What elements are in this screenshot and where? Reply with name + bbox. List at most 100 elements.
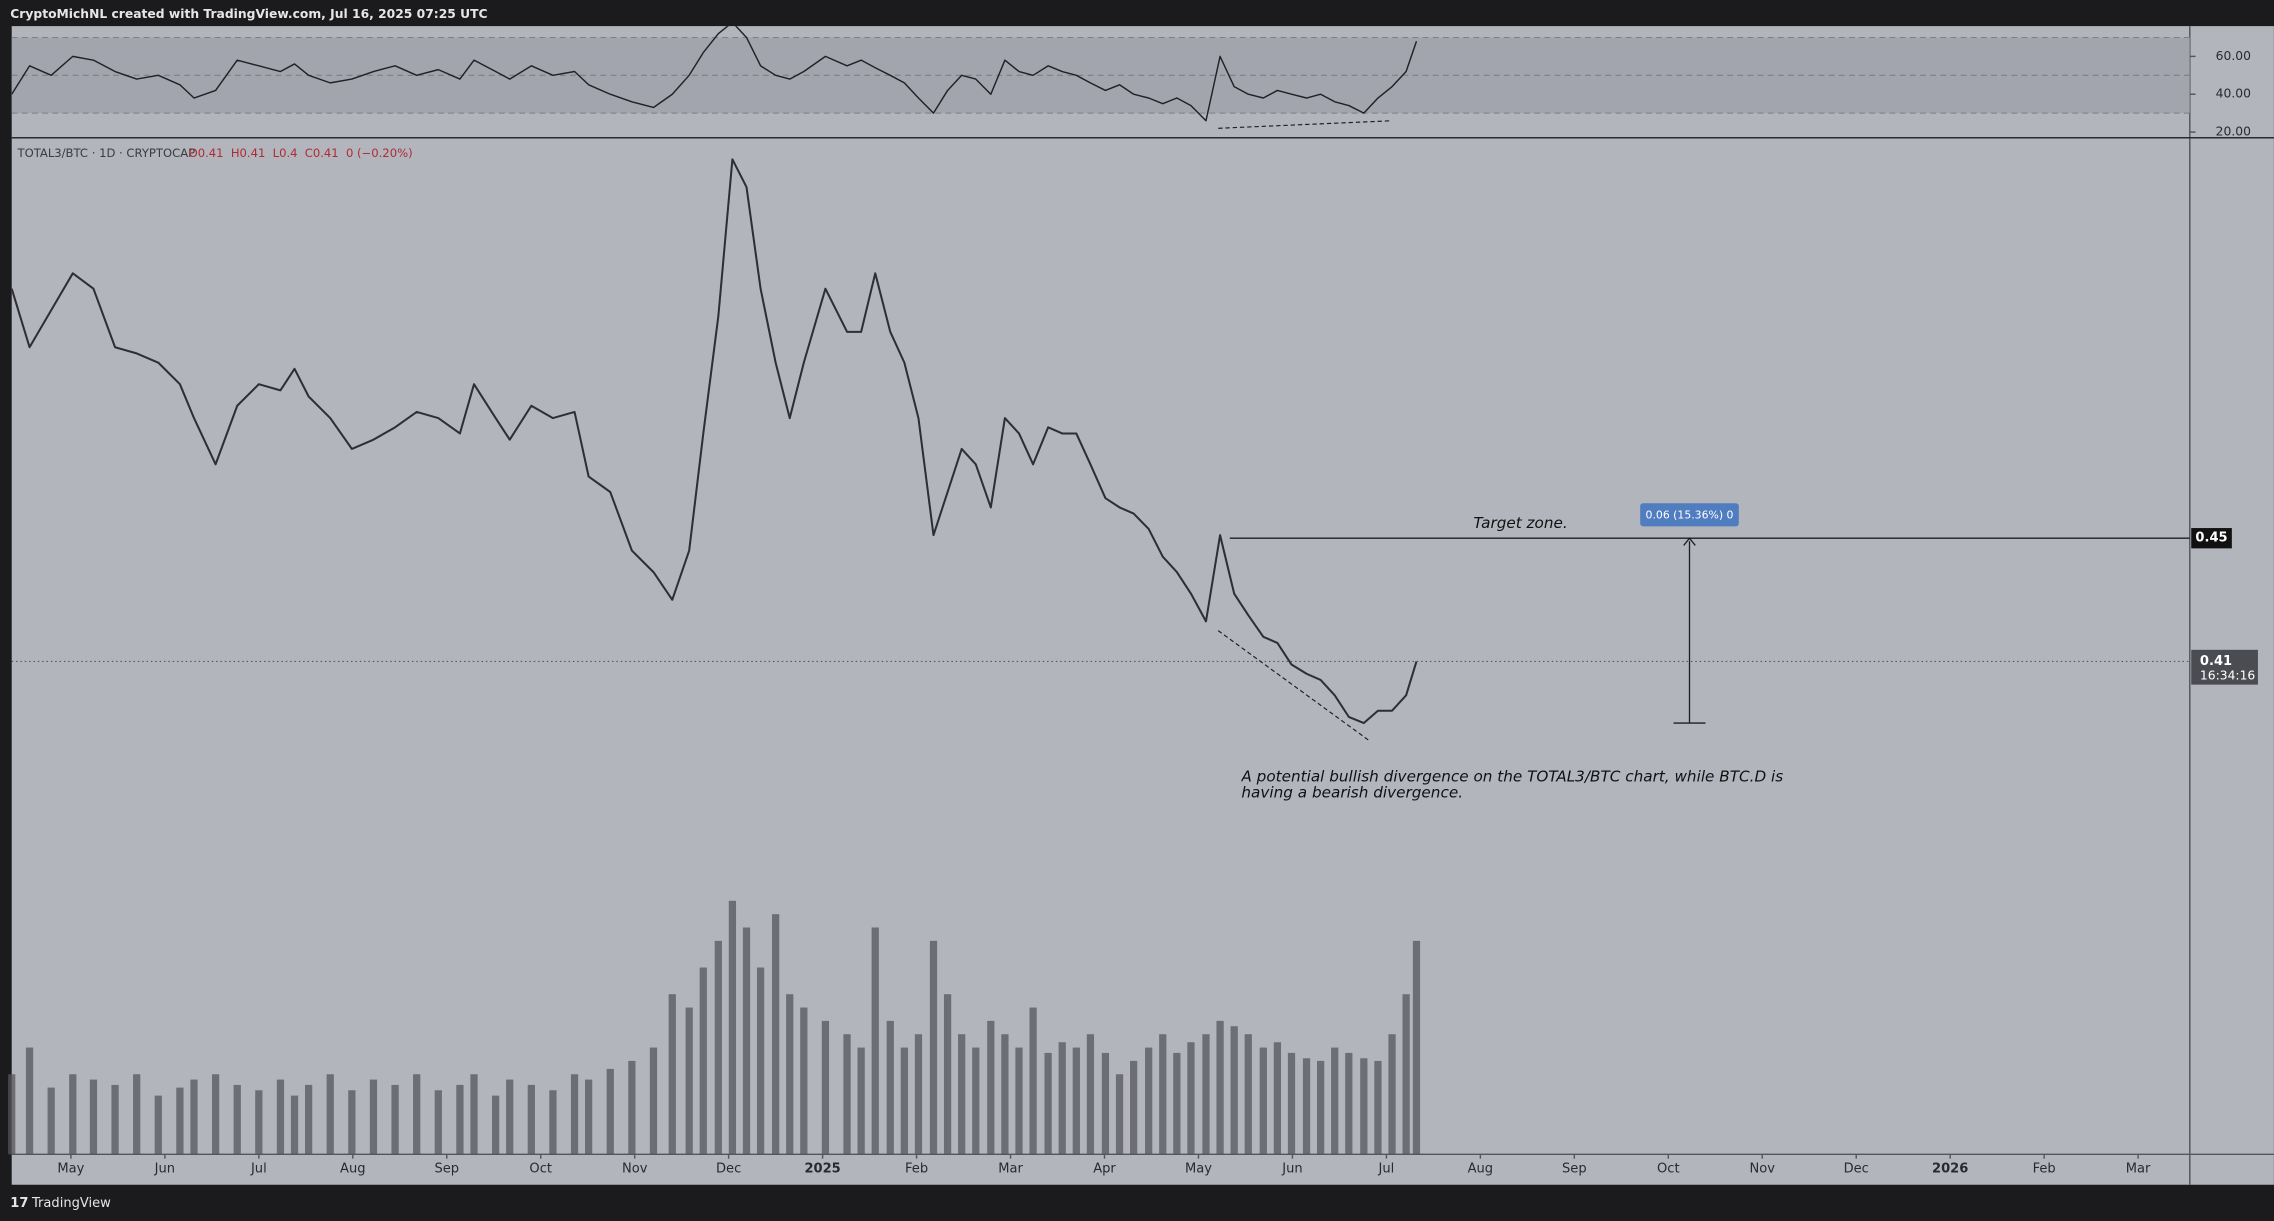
volume-bar (1216, 1020, 1224, 1155)
ohlc-value: O0.41 (189, 146, 224, 160)
price-divergence (1217, 630, 1371, 742)
volume-bar (154, 1095, 162, 1155)
y-tick-label: 20.00 (2216, 125, 2251, 139)
measure-badge (1640, 503, 1739, 527)
volume-bar (756, 967, 765, 1155)
measure-arrow (1683, 537, 1696, 546)
x-tick-label: May (1185, 1161, 1212, 1176)
volume-bar (649, 1047, 658, 1155)
volume-bar (1302, 1058, 1311, 1155)
x-tick-label: Feb (2033, 1161, 2056, 1176)
axes: 20.00 40.00 60.00 May Jun Jul Aug Sep Oct Nov Dec 2… (57, 49, 2258, 1176)
volume-bar (1086, 1034, 1095, 1155)
y-tick-label: 60.00 (2216, 49, 2251, 63)
last-price-label: 0.41 (2200, 654, 2232, 669)
volume-bar (1316, 1060, 1325, 1155)
volume-bar (1273, 1042, 1282, 1155)
countdown: 16:34:16 (2200, 668, 2255, 682)
volume-bar (25, 1047, 34, 1155)
volume-bar (728, 900, 737, 1155)
volume-bar (1374, 1060, 1382, 1155)
volume-bar (491, 1095, 500, 1155)
volume-bar (714, 940, 722, 1155)
volume-bar (1345, 1052, 1353, 1155)
note-box: A potential bullish divergence on the TO… (1241, 770, 1784, 802)
volume-bar (1360, 1058, 1368, 1155)
volume-bar (276, 1079, 285, 1155)
target-badge (2191, 528, 2232, 549)
volume-bar (8, 1074, 16, 1155)
volume-bar (1259, 1047, 1267, 1155)
volume-bar (190, 1079, 198, 1155)
volume-bar (628, 1060, 636, 1155)
volume-bar (549, 1090, 557, 1155)
x-tick-label: Sep (1562, 1161, 1587, 1176)
volume-bar (1159, 1034, 1167, 1155)
volume-bar (585, 1079, 593, 1155)
volume-bar (606, 1068, 614, 1155)
note: A potential bullish divergence on the TO… (1241, 770, 1784, 802)
volume-bar (89, 1079, 98, 1155)
volume-bar (1044, 1052, 1052, 1155)
volume-bar (413, 1074, 421, 1155)
volume-bar (1001, 1034, 1009, 1155)
x-tick-label: 2026 (1932, 1161, 1968, 1176)
volume-bar (133, 1074, 141, 1155)
x-tick-label: Aug (1468, 1161, 1493, 1176)
x-tick-label: Dec (1844, 1161, 1869, 1176)
symbol-title: TOTAL3/BTC · 1D · CRYPTOCAP (17, 146, 196, 160)
volume-bar (1388, 1034, 1396, 1155)
volume-bar (929, 940, 938, 1155)
volume-bar (1130, 1060, 1138, 1155)
volume-bar (369, 1079, 378, 1155)
volume-bar (900, 1047, 908, 1155)
volume-bar (470, 1074, 478, 1155)
x-tick-label: Sep (434, 1161, 459, 1176)
volume-bar (305, 1084, 313, 1155)
x-tick-label: Nov (622, 1161, 648, 1176)
volume-bar (456, 1084, 464, 1155)
volume-bar (1029, 1007, 1037, 1155)
header: CryptoMichNL created with TradingView.co… (10, 7, 487, 21)
y-tick-label: 40.00 (2216, 87, 2251, 101)
volume-bar (1402, 994, 1410, 1155)
volume-bar (255, 1090, 263, 1155)
volume-bar (570, 1074, 579, 1155)
volume-bar (1202, 1034, 1210, 1155)
price-pane (11, 158, 2190, 725)
rsi-pane (11, 26, 2190, 122)
ohlc-value: 0 (−0.20%) (346, 146, 413, 160)
volume-bar (668, 994, 676, 1155)
volume-bar (1230, 1026, 1238, 1155)
volume-bar (1145, 1047, 1153, 1155)
volume-bar (914, 1034, 923, 1155)
volume-bar (786, 994, 794, 1155)
volume-pane (8, 900, 1421, 1155)
volume-bar (1173, 1052, 1181, 1155)
volume-bar (742, 927, 751, 1155)
ohlc-value: C0.41 (305, 146, 339, 160)
volume-bar (958, 1034, 966, 1155)
volume-bar (1058, 1042, 1066, 1155)
price-line (11, 158, 1418, 725)
x-tick-label: Feb (905, 1161, 928, 1176)
volume-bar (857, 1047, 865, 1155)
annotations: Target zone. 0.06 (15.36%) 0 A potential b… (1217, 120, 1784, 802)
target-price: 0.45 (2195, 531, 2227, 546)
volume-bar (886, 1020, 894, 1155)
volume-bar (434, 1090, 442, 1155)
volume-bar (1244, 1034, 1252, 1155)
volume-bar (111, 1084, 119, 1155)
volume-bar (699, 967, 707, 1155)
volume-bar (391, 1084, 399, 1155)
x-tick-label: Apr (1093, 1161, 1116, 1176)
last-price-badge (2191, 649, 2258, 685)
volume-bar (1115, 1074, 1124, 1155)
x-tick-label: Jul (1378, 1161, 1395, 1176)
x-tick-label: Nov (1750, 1161, 1776, 1176)
volume-bar (800, 1007, 808, 1155)
volume-bar (47, 1087, 55, 1155)
volume-bar (843, 1034, 851, 1155)
volume-bar (987, 1020, 995, 1155)
